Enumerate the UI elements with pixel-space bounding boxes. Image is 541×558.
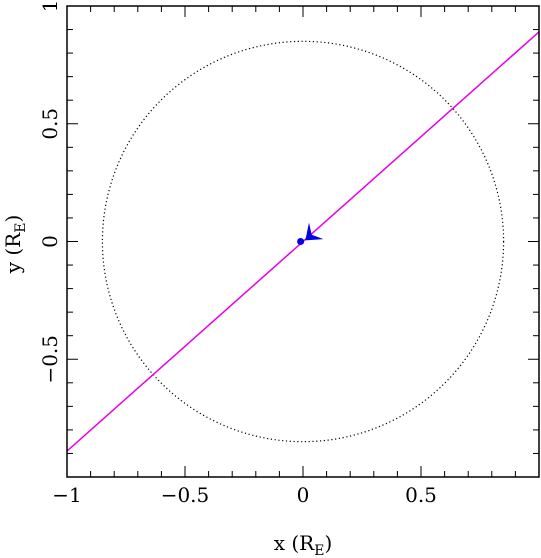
plot-area	[67, 31, 539, 452]
y-tick-label: −0.5	[38, 335, 62, 384]
y-tick-label: 1	[38, 0, 62, 12]
x-tick-label: 0.5	[405, 483, 437, 507]
axis-ticks	[66, 5, 540, 478]
tick-labels: −1 −0.5 0 0.5 1 0.5 0 −0.5	[38, 0, 437, 507]
x-tick-label: −0.5	[161, 483, 210, 507]
x-axis-label: x (RE)	[274, 531, 333, 558]
y-tick-label: 0	[38, 235, 62, 248]
x-tick-label: 0	[297, 483, 310, 507]
position-marker	[297, 238, 305, 245]
boundary-circle	[101, 40, 505, 443]
x-tick-label: −1	[52, 483, 81, 507]
direction-arrow	[305, 222, 324, 241]
y-tick-label: 0.5	[38, 108, 62, 140]
plot-content	[67, 31, 539, 452]
y-axis-label: y (RE)	[1, 215, 29, 275]
